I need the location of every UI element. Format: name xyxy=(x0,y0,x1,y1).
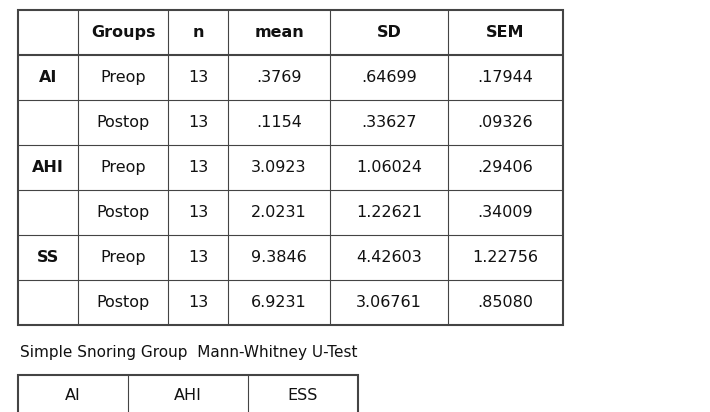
Text: SS: SS xyxy=(37,250,59,265)
Text: 1.22756: 1.22756 xyxy=(472,250,538,265)
Text: .64699: .64699 xyxy=(361,70,417,85)
Text: .17944: .17944 xyxy=(478,70,533,85)
Text: 13: 13 xyxy=(188,295,208,310)
Text: AHI: AHI xyxy=(32,160,64,175)
Text: 13: 13 xyxy=(188,160,208,175)
Text: .85080: .85080 xyxy=(478,295,533,310)
Text: Preop: Preop xyxy=(100,250,146,265)
Text: 13: 13 xyxy=(188,205,208,220)
Text: AI: AI xyxy=(39,70,58,85)
Text: .29406: .29406 xyxy=(478,160,533,175)
Text: 3.0923: 3.0923 xyxy=(251,160,307,175)
Bar xyxy=(18,10,563,325)
Text: Simple Snoring Group  Mann-Whitney U-Test: Simple Snoring Group Mann-Whitney U-Test xyxy=(20,346,358,360)
Text: .3769: .3769 xyxy=(256,70,302,85)
Text: SEM: SEM xyxy=(486,25,525,40)
Text: AI: AI xyxy=(65,388,81,403)
Text: Preop: Preop xyxy=(100,160,146,175)
Text: .1154: .1154 xyxy=(256,115,302,130)
Text: 2.0231: 2.0231 xyxy=(251,205,307,220)
Text: 1.22621: 1.22621 xyxy=(356,205,422,220)
Text: 1.06024: 1.06024 xyxy=(356,160,422,175)
Text: 4.42603: 4.42603 xyxy=(356,250,422,265)
Text: 9.3846: 9.3846 xyxy=(251,250,307,265)
Text: Postop: Postop xyxy=(97,115,150,130)
Text: mean: mean xyxy=(254,25,304,40)
Text: AHI: AHI xyxy=(174,388,202,403)
Text: 6.9231: 6.9231 xyxy=(251,295,307,310)
Text: .33627: .33627 xyxy=(361,115,417,130)
Text: Postop: Postop xyxy=(97,205,150,220)
Text: .09326: .09326 xyxy=(478,115,533,130)
Text: 13: 13 xyxy=(188,115,208,130)
Text: Preop: Preop xyxy=(100,70,146,85)
Text: 13: 13 xyxy=(188,70,208,85)
Text: Groups: Groups xyxy=(91,25,155,40)
Text: Postop: Postop xyxy=(97,295,150,310)
Text: SD: SD xyxy=(376,25,401,40)
Text: 13: 13 xyxy=(188,250,208,265)
Text: n: n xyxy=(192,25,204,40)
Text: ESS: ESS xyxy=(288,388,318,403)
Text: .34009: .34009 xyxy=(478,205,533,220)
Bar xyxy=(18,375,358,412)
Text: 3.06761: 3.06761 xyxy=(356,295,422,310)
